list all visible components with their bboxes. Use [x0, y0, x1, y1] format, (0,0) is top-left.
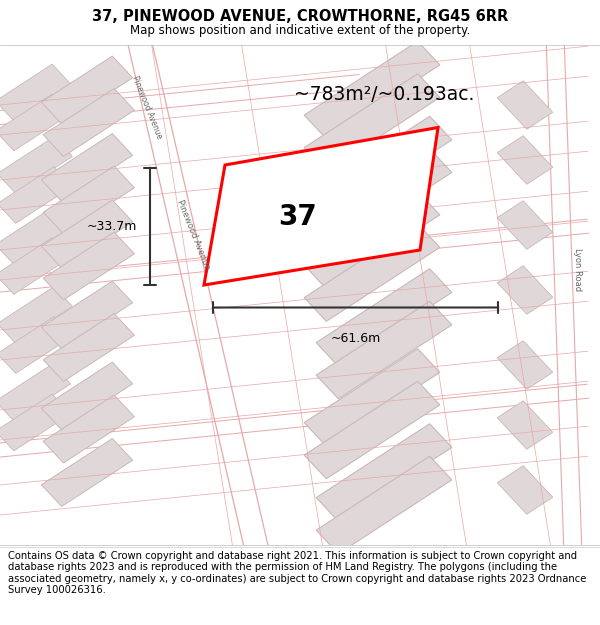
Polygon shape: [316, 456, 452, 554]
Polygon shape: [0, 64, 71, 121]
Polygon shape: [0, 74, 361, 126]
Text: 37: 37: [278, 203, 317, 231]
Polygon shape: [316, 116, 452, 214]
Polygon shape: [0, 317, 73, 373]
Polygon shape: [316, 301, 452, 399]
Text: 37, PINEWOOD AVENUE, CROWTHORNE, RG45 6RR: 37, PINEWOOD AVENUE, CROWTHORNE, RG45 6R…: [92, 9, 508, 24]
Text: ~33.7m: ~33.7m: [86, 220, 137, 232]
Polygon shape: [0, 167, 73, 223]
Polygon shape: [43, 314, 134, 381]
Polygon shape: [41, 200, 133, 268]
Polygon shape: [497, 136, 553, 184]
Polygon shape: [304, 41, 440, 139]
Text: Contains OS data © Crown copyright and database right 2021. This information is : Contains OS data © Crown copyright and d…: [8, 551, 586, 596]
Polygon shape: [41, 439, 133, 506]
Polygon shape: [304, 381, 440, 479]
Polygon shape: [0, 94, 71, 151]
Polygon shape: [41, 134, 133, 201]
Polygon shape: [204, 127, 438, 285]
Polygon shape: [43, 166, 134, 234]
Polygon shape: [497, 266, 553, 314]
Polygon shape: [0, 384, 589, 458]
Polygon shape: [0, 364, 71, 421]
Polygon shape: [304, 191, 440, 289]
Polygon shape: [41, 281, 133, 349]
Polygon shape: [0, 137, 73, 193]
Text: ~783m²/~0.193ac.: ~783m²/~0.193ac.: [294, 86, 474, 104]
Text: Pinewood Avenue: Pinewood Avenue: [130, 74, 164, 141]
Polygon shape: [0, 238, 71, 294]
Polygon shape: [497, 201, 553, 249]
Polygon shape: [41, 56, 133, 124]
Polygon shape: [546, 35, 582, 555]
Text: Pinewood Avenue: Pinewood Avenue: [175, 199, 211, 271]
Polygon shape: [497, 341, 553, 389]
Polygon shape: [41, 362, 133, 430]
Polygon shape: [497, 401, 553, 449]
Polygon shape: [304, 74, 440, 171]
Polygon shape: [0, 219, 589, 293]
Polygon shape: [497, 466, 553, 514]
Polygon shape: [316, 269, 452, 366]
Polygon shape: [304, 224, 440, 321]
Polygon shape: [316, 424, 452, 521]
Polygon shape: [126, 33, 270, 557]
Polygon shape: [43, 395, 134, 463]
Text: Map shows position and indicative extent of the property.: Map shows position and indicative extent…: [130, 24, 470, 37]
Polygon shape: [316, 149, 452, 246]
Text: ~61.6m: ~61.6m: [331, 332, 380, 346]
Polygon shape: [0, 394, 71, 451]
Polygon shape: [43, 232, 134, 300]
Polygon shape: [0, 287, 73, 343]
Text: Lyon Road: Lyon Road: [572, 248, 581, 291]
Polygon shape: [0, 208, 71, 264]
Polygon shape: [304, 349, 440, 446]
Polygon shape: [497, 81, 553, 129]
Polygon shape: [43, 89, 134, 156]
